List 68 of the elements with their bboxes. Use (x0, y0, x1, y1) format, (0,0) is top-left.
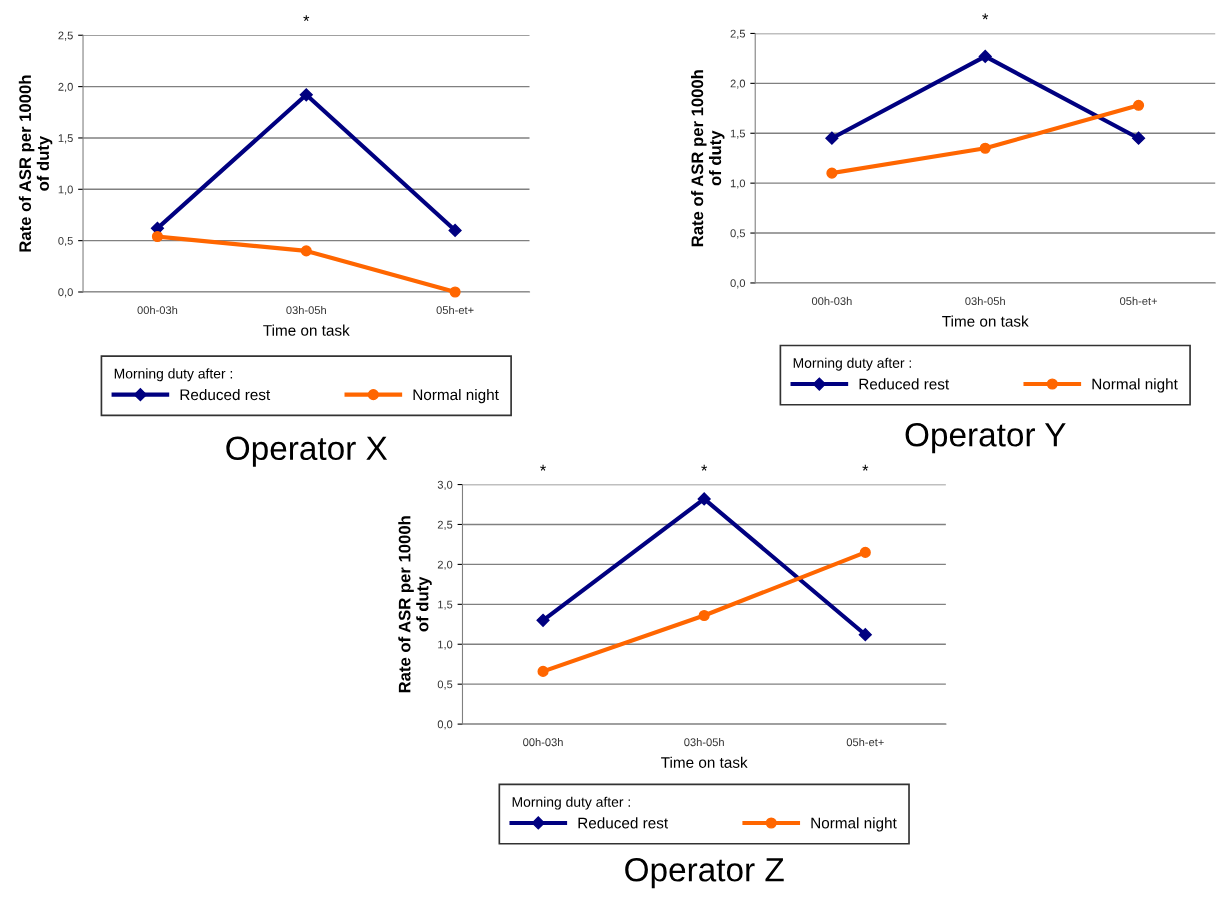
point (537, 665, 549, 677)
legend-label: Reduced rest (859, 378, 950, 390)
y-tick-label: 0,0 (437, 720, 453, 730)
point (1131, 131, 1146, 145)
y-axis-title: Rate of ASR per 1000h of duty (18, 75, 53, 252)
point (300, 245, 312, 257)
y-tick-label: 2,0 (437, 560, 453, 570)
x-tick-label: 05h-et+ (846, 737, 884, 747)
x-tick-label: 00h-03h (811, 296, 852, 305)
y-tick-label: 2,5 (437, 520, 453, 530)
y-tick-label: 0,0 (730, 279, 746, 289)
x-axis-title: Time on task (661, 756, 748, 768)
y-tick-label: 0,0 (58, 288, 73, 298)
y-tick-label: 1,0 (58, 185, 73, 195)
y-tick-label: 1,5 (438, 600, 453, 610)
point (536, 613, 550, 627)
x-tick-label: 05h-et+ (436, 305, 474, 315)
point (826, 167, 838, 179)
x-tick-label: 03h-05h (286, 305, 326, 315)
y-tick-label: 1,5 (58, 134, 73, 144)
point (825, 131, 839, 145)
text: Operator X (226, 436, 388, 467)
point (698, 609, 710, 622)
legend-label: Normal night (811, 817, 897, 832)
y-tick-label: 0,5 (58, 236, 73, 247)
x-tick-label: 03h-05h (684, 737, 724, 747)
point (859, 546, 871, 558)
y-tick-label: 2,5 (730, 29, 746, 39)
legend-label: Normal night (1092, 378, 1178, 393)
point (151, 230, 163, 243)
point (1133, 99, 1145, 111)
point (979, 142, 991, 154)
x-tick-label: 03h-05h (965, 296, 1005, 305)
x-axis-title: Time on task (263, 324, 350, 336)
point (697, 492, 711, 506)
legend-title: Morning duty after : (793, 357, 911, 371)
text: * (982, 13, 989, 20)
x-axis-title: Time on task (942, 315, 1029, 327)
text: Operator Y (905, 422, 1066, 454)
legend-title: Morning duty after : (114, 368, 233, 382)
text: * (862, 464, 869, 471)
y-tick-label: 1,0 (438, 640, 453, 650)
legend-label: Normal night (413, 388, 499, 404)
text: * (540, 464, 547, 471)
x-tick-label: 05h-et+ (1120, 296, 1158, 305)
x-tick-label: 00h-03h (523, 737, 563, 747)
y-tick-label: 1,5 (730, 129, 746, 139)
point (978, 49, 992, 63)
legend-title: Morning duty after : (512, 796, 630, 810)
point (299, 88, 313, 102)
y-tick-label: 3,0 (437, 480, 453, 490)
point (449, 286, 461, 298)
text: Operator Z (625, 857, 784, 889)
text: * (303, 15, 310, 22)
point (858, 628, 872, 642)
y-tick-label: 0,5 (437, 680, 453, 690)
x-tick-label: 00h-03h (137, 305, 178, 315)
point (448, 223, 462, 237)
y-axis-title: Rate of ASR per 1000h of duty (691, 70, 725, 247)
legend-label: Reduced rest (578, 817, 668, 829)
y-tick-label: 1,0 (730, 179, 746, 189)
y-axis-title: Rate of ASR per 1000h of duty (398, 516, 432, 693)
y-tick-label: 2,5 (58, 31, 73, 41)
text: * (701, 464, 708, 471)
y-tick-label: 0,5 (730, 229, 746, 239)
legend-label: Reduced rest (180, 388, 271, 401)
y-tick-label: 2,0 (730, 79, 746, 89)
y-tick-label: 2,0 (58, 82, 73, 93)
